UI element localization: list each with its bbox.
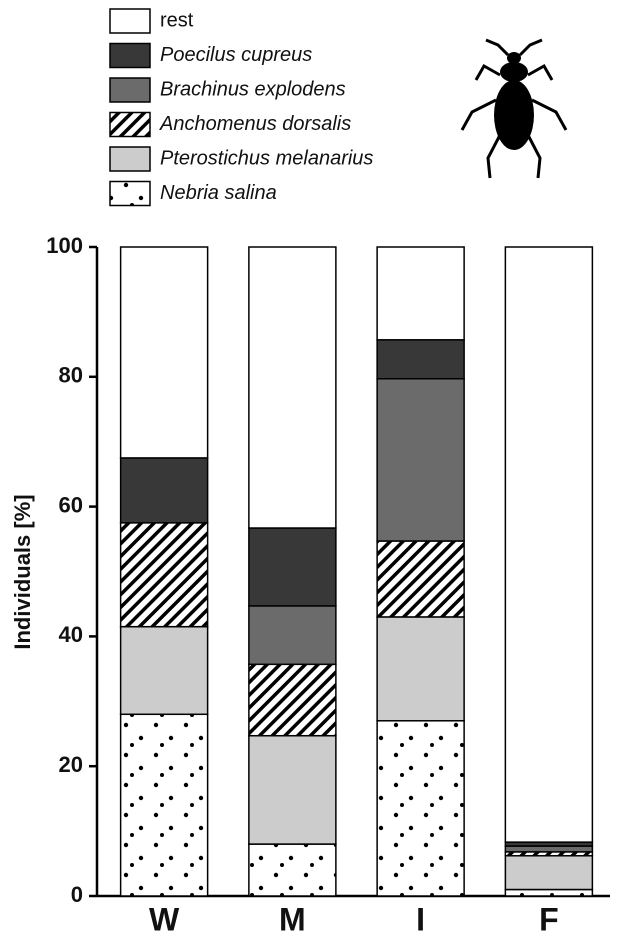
bar-segment xyxy=(377,340,464,379)
bar-segment xyxy=(505,890,592,896)
legend-swatch xyxy=(110,9,150,33)
bar-segment xyxy=(249,247,336,528)
bar-segment xyxy=(505,846,592,852)
y-tick-label: 80 xyxy=(59,363,83,388)
legend-label: Nebria salina xyxy=(160,182,277,204)
bar-segment xyxy=(377,379,464,541)
bar-segment xyxy=(121,523,208,627)
chart: Individuals [%] Nebria salina Pterostichu… xyxy=(0,0,625,940)
y-tick-label: 100 xyxy=(46,233,83,258)
bar-segment xyxy=(377,247,464,340)
legend-swatch xyxy=(110,182,150,206)
bar-segment xyxy=(249,664,336,735)
legend-label: Pterostichus melanarius xyxy=(160,147,373,169)
y-tick-label: 40 xyxy=(59,622,83,647)
x-tick-label: W xyxy=(149,901,180,937)
y-axis-label: Individuals [%] xyxy=(10,494,35,649)
y-tick-label: 60 xyxy=(59,492,83,517)
x-tick-label: M xyxy=(279,901,306,937)
legend-label: Anchomenus dorsalis xyxy=(159,113,351,135)
legend-swatch xyxy=(110,113,150,137)
bar-segment xyxy=(377,541,464,617)
bar-segment xyxy=(377,617,464,721)
bar-segment xyxy=(121,247,208,458)
y-tick-label: 20 xyxy=(59,752,83,777)
beetle-icon xyxy=(462,40,566,178)
legend-swatch xyxy=(110,147,150,171)
bar-segment xyxy=(377,721,464,896)
bar-segment xyxy=(249,736,336,844)
legend-swatch xyxy=(110,78,150,102)
legend-swatch xyxy=(110,44,150,68)
bar-segment xyxy=(249,844,336,896)
bar-segment xyxy=(505,247,592,842)
x-tick-label: I xyxy=(416,901,425,937)
bar-segment xyxy=(121,627,208,715)
x-tick-label: F xyxy=(539,901,559,937)
legend-label: Brachinus explodens xyxy=(160,78,346,100)
bar-segment xyxy=(121,458,208,523)
legend-label: rest xyxy=(160,9,194,31)
y-tick-label: 0 xyxy=(71,882,83,907)
bar-segment xyxy=(121,714,208,896)
legend-label: Poecilus cupreus xyxy=(160,44,312,66)
bar-segment xyxy=(249,606,336,664)
bar-segment xyxy=(249,528,336,606)
bar-segment xyxy=(505,856,592,890)
